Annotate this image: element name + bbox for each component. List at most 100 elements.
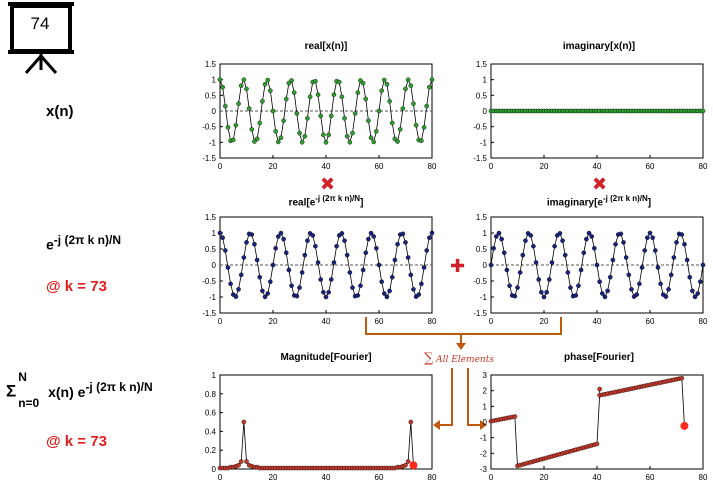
title-magnitude: Magnitude[Fourier]: [280, 352, 372, 363]
data-point: [270, 262, 276, 268]
x-tick-label: 80: [699, 317, 708, 326]
data-point: [374, 129, 379, 134]
y-tick-label: 0.5: [205, 91, 217, 100]
data-point: [597, 279, 602, 285]
data-point: [403, 240, 408, 245]
data-point: [536, 277, 541, 282]
data-point: [568, 285, 573, 290]
data-point: [233, 122, 239, 128]
y-tick-label: 0.6: [205, 409, 217, 418]
data-point: [599, 291, 605, 296]
data-point: [405, 255, 411, 260]
data-point: [281, 236, 286, 242]
data-point: [352, 111, 358, 116]
y-tick-label: 1.5: [205, 213, 217, 222]
data-point: [700, 262, 706, 268]
x-tick-label: 40: [322, 317, 331, 326]
data-point: [621, 240, 626, 245]
y-tick-label: -1: [480, 434, 488, 443]
data-point: [220, 235, 225, 241]
data-point: [344, 134, 350, 139]
data-point: [408, 272, 414, 278]
data-point: [321, 132, 326, 138]
multiply-icon-2: ✖: [592, 174, 608, 194]
data-point: [244, 240, 249, 245]
data-point: [252, 241, 257, 247]
data-point: [297, 285, 302, 290]
x-tick-label: 40: [593, 473, 602, 482]
data-point: [562, 252, 568, 258]
data-point: [381, 291, 387, 296]
y-tick-label: -2: [480, 449, 488, 458]
data-point: [692, 294, 698, 300]
jump-line: [681, 378, 685, 426]
y-tick-label: 3: [483, 371, 488, 380]
y-tick-label: 1: [212, 76, 217, 85]
data-point: [217, 230, 223, 236]
data-point: [581, 250, 587, 256]
data-point: [278, 135, 284, 141]
y-tick-label: 0: [212, 261, 217, 270]
data-point: [666, 287, 671, 292]
y-tick-label: -1.5: [473, 154, 487, 163]
data-point: [623, 255, 629, 260]
outlier-point: [597, 386, 602, 392]
data-point: [499, 236, 504, 242]
y-tick-label: -1: [480, 293, 488, 302]
y-tick-label: 1.5: [476, 213, 488, 222]
data-point: [355, 293, 361, 298]
x-tick-label: 60: [646, 473, 655, 482]
data-point: [589, 234, 594, 239]
data-point: [297, 130, 302, 136]
data-point: [652, 248, 658, 253]
data-point: [594, 441, 600, 447]
data-point: [246, 106, 252, 111]
data-point: [626, 272, 632, 278]
y-tick-label: -1.5: [202, 154, 216, 163]
x-tick-label: 80: [428, 162, 437, 171]
x-tick-label: 20: [269, 162, 278, 171]
data-point: [512, 293, 518, 299]
data-point: [668, 272, 674, 278]
y-tick-label: 1: [483, 76, 488, 85]
data-point: [576, 283, 581, 289]
data-point: [299, 270, 305, 275]
x-tick-label: 20: [269, 473, 278, 482]
data-point: [515, 285, 520, 290]
presentation-screen-icon: [8, 2, 74, 74]
data-point: [360, 267, 366, 273]
y-tick-label: 1: [483, 402, 488, 411]
data-point: [424, 103, 429, 109]
data-point: [387, 288, 392, 294]
data-point: [647, 230, 653, 236]
data-point: [323, 294, 329, 300]
data-point: [225, 265, 231, 270]
y-tick-label: 0: [483, 107, 488, 116]
data-point: [429, 77, 435, 82]
data-point: [331, 260, 337, 265]
chart-imag-exp: 0 20 40 60 80 1.5 1 0.5 0 -0.5 -1 -1.5: [473, 213, 708, 326]
data-point: [318, 113, 323, 119]
data-point: [512, 414, 518, 419]
data-point: [674, 240, 679, 245]
y-tick-label: -3: [480, 465, 488, 474]
data-point: [331, 92, 337, 97]
x-tick-label: 20: [269, 317, 278, 326]
data-point: [355, 90, 361, 95]
data-point: [682, 241, 687, 247]
x-tick-label: 0: [218, 162, 223, 171]
data-point: [222, 103, 228, 109]
multiply-icon: ✖: [320, 174, 336, 194]
data-point: [493, 234, 499, 239]
y-tick-label: -0.5: [202, 277, 216, 286]
data-point: [326, 132, 331, 138]
y-tick-label: -0.5: [473, 277, 487, 286]
data-point: [403, 86, 408, 92]
data-point: [594, 262, 600, 268]
data-point: [249, 232, 255, 237]
data-point: [592, 245, 597, 251]
highlight-point: [409, 461, 418, 470]
plot-frame: [490, 374, 704, 470]
data-point: [400, 106, 406, 111]
data-point: [236, 287, 241, 292]
